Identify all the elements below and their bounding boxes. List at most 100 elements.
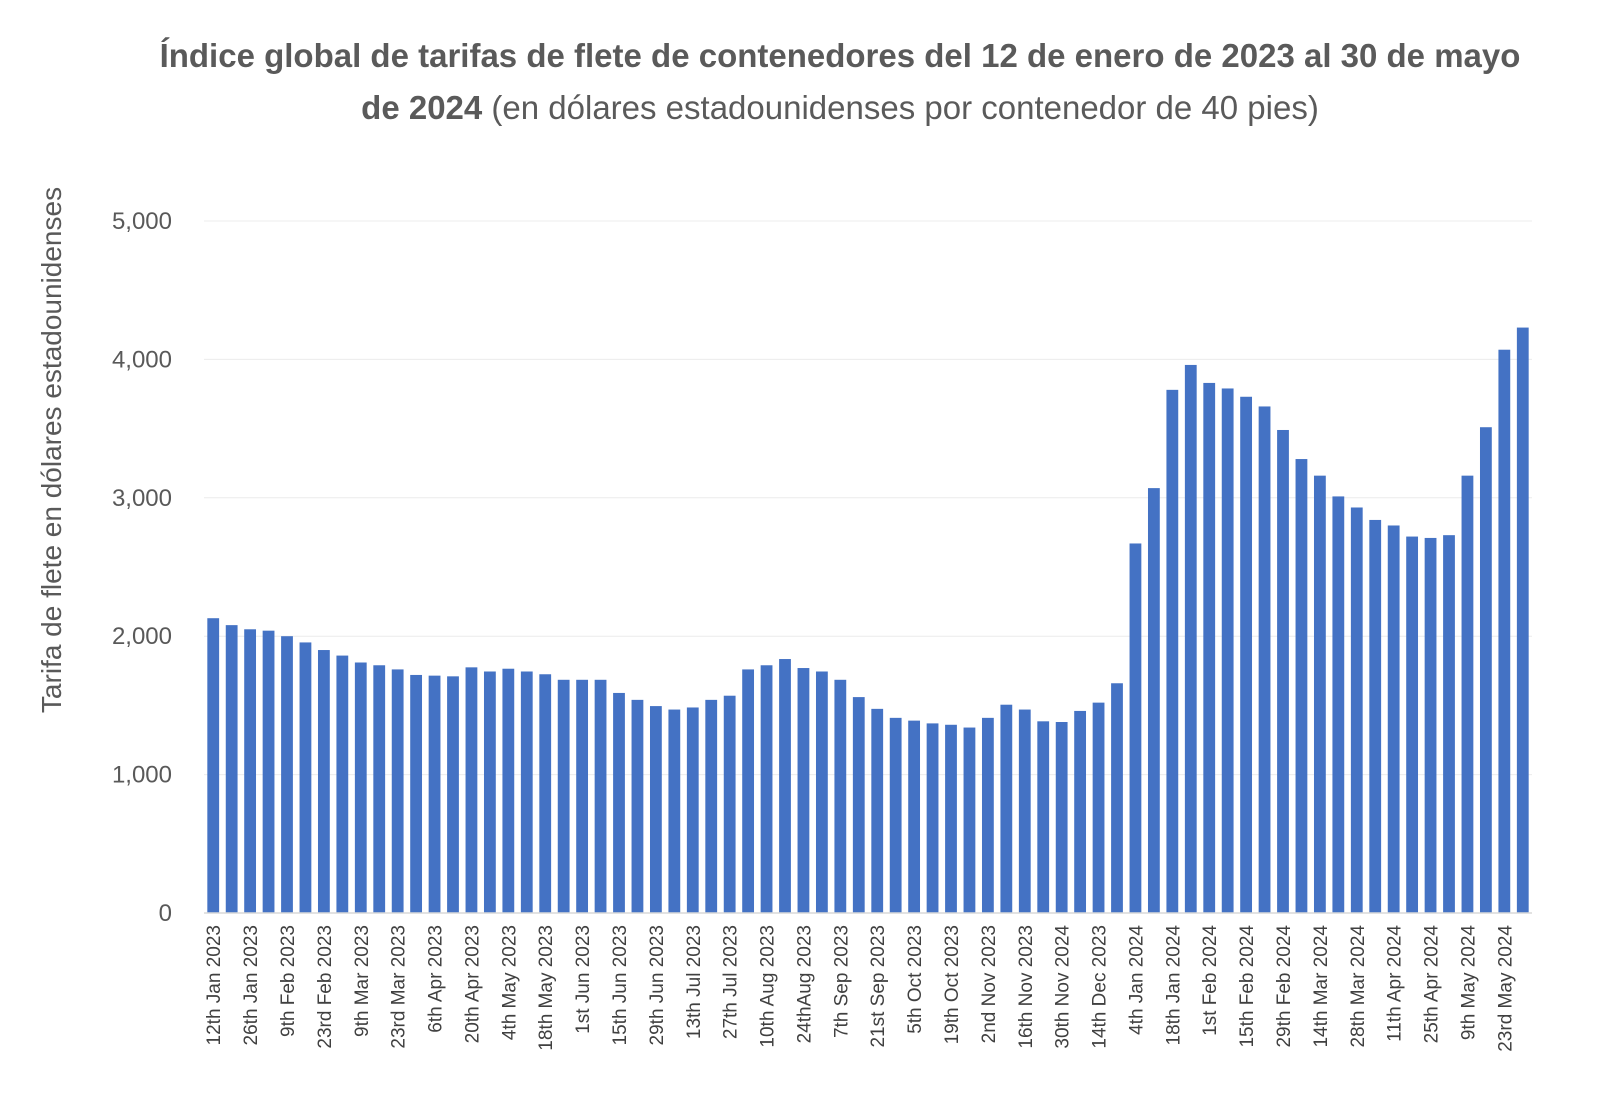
x-tick-label: 6th Apr 2023: [426, 925, 447, 1033]
x-tick-label: 23rd Mar 2023: [389, 925, 410, 1049]
bar: [1000, 704, 1013, 913]
x-tick-label: 9th Mar 2023: [352, 925, 373, 1037]
bar: [1203, 382, 1216, 914]
bar: [945, 724, 957, 913]
bar: [1037, 721, 1050, 913]
bar: [815, 671, 828, 913]
x-tick-label: 11th Apr 2024: [1385, 925, 1406, 1042]
bar: [1147, 488, 1160, 913]
chart-title-regular: (en dólares estadounidenses por contened…: [491, 89, 1319, 126]
y-tick-label: 4,000: [112, 346, 172, 373]
bar: [373, 665, 386, 913]
bar: [1221, 388, 1234, 913]
bar: [1424, 537, 1437, 913]
x-tick-label: 14th Mar 2024: [1311, 925, 1332, 1048]
bar: [1443, 535, 1455, 913]
bar: [760, 665, 773, 913]
bar: [1332, 496, 1345, 913]
x-tick-label: 15th Jun 2023: [610, 925, 631, 1045]
bar: [1387, 525, 1400, 913]
x-tick-label: 2nd Nov 2023: [979, 925, 1000, 1043]
bar: [1055, 722, 1068, 913]
x-tick-label: 7th Sep 2023: [831, 925, 852, 1038]
x-tick-label: 18th Jan 2024: [1163, 925, 1184, 1046]
bar: [1184, 364, 1197, 913]
bar: [336, 655, 349, 913]
bar: [1498, 349, 1511, 913]
x-tick-label: 23rd May 2024: [1495, 925, 1516, 1052]
gridlines: [204, 220, 1532, 776]
bar: [889, 717, 902, 913]
x-tick-label: 28th Mar 2024: [1348, 925, 1369, 1048]
bar: [649, 706, 662, 913]
bar: [483, 671, 496, 913]
bars: [207, 327, 1529, 914]
x-tick-label: 1st Jun 2023: [573, 925, 594, 1034]
bar: [1277, 429, 1289, 913]
bar: [779, 659, 791, 913]
bar: [1516, 327, 1529, 913]
bar: [207, 618, 220, 913]
bar: [926, 723, 939, 913]
x-tick-label: 4th May 2023: [499, 925, 520, 1040]
bar: [613, 692, 625, 913]
chart-title: Índice global de tarifas de flete de con…: [150, 30, 1530, 134]
bar: [557, 679, 570, 913]
x-axis-ticks: 12th Jan 2023 26th Jan 2023 9th Feb 2023 23…: [204, 925, 1516, 1052]
bar: [502, 668, 515, 913]
x-tick-label: 5th Oct 2023: [905, 925, 926, 1034]
y-tick-label: 3,000: [112, 485, 172, 512]
bar: [686, 707, 699, 913]
x-tick-label: 15th Feb 2024: [1237, 925, 1258, 1048]
bar: [705, 699, 718, 913]
bar: [1369, 519, 1382, 913]
bar: [1018, 709, 1031, 913]
bar: [317, 650, 330, 913]
bar: [668, 709, 681, 913]
x-tick-label: 29th Jun 2023: [647, 925, 668, 1045]
bar: [852, 697, 865, 913]
bar: [1295, 459, 1308, 913]
bar: [871, 708, 884, 913]
bar: [465, 667, 478, 913]
x-tick-label: 29th Feb 2024: [1274, 925, 1295, 1048]
x-tick-label: 18th May 2023: [536, 925, 557, 1051]
bar: [428, 675, 441, 913]
bar: [262, 630, 275, 913]
bar: [1240, 396, 1253, 913]
bar: [797, 668, 810, 913]
bar: [631, 699, 644, 913]
bar: [447, 676, 459, 913]
y-tick-label: 1,000: [112, 762, 172, 789]
chart-title-bold: Índice global de tarifas de flete de con…: [159, 37, 1521, 126]
x-tick-label: 23rd Feb 2023: [315, 925, 336, 1049]
bar: [981, 717, 994, 913]
bar: [594, 679, 607, 913]
bar: [1461, 475, 1474, 913]
bar: [1092, 702, 1105, 913]
bar: [1350, 507, 1363, 913]
bar: [225, 625, 238, 913]
bar: [723, 695, 736, 913]
y-tick-label: 5,000: [112, 208, 172, 235]
x-tick-label: 20th Apr 2023: [462, 925, 483, 1043]
x-tick-label: 24thAug 2023: [794, 925, 815, 1043]
x-tick-label: 1st Feb 2024: [1200, 925, 1221, 1036]
bar: [354, 662, 367, 913]
y-axis-ticks: 0 1,000 2,000 3,000 4,000 5,000: [112, 208, 172, 927]
bar: [742, 669, 755, 913]
bar: [1129, 543, 1142, 913]
bar: [391, 669, 404, 913]
bar: [410, 674, 423, 913]
bar: [539, 674, 552, 913]
x-tick-label: 9th Feb 2023: [278, 925, 299, 1037]
x-tick-label: 19th Oct 2023: [942, 925, 963, 1044]
x-tick-label: 10th Aug 2023: [758, 925, 779, 1048]
x-tick-label: 16th Nov 2023: [1016, 925, 1037, 1049]
bar: [520, 671, 533, 913]
x-tick-label: 27th Jul 2023: [721, 925, 742, 1039]
bar: [834, 679, 847, 913]
x-tick-label: 21st Sep 2023: [868, 925, 889, 1048]
bar: [1111, 683, 1123, 913]
